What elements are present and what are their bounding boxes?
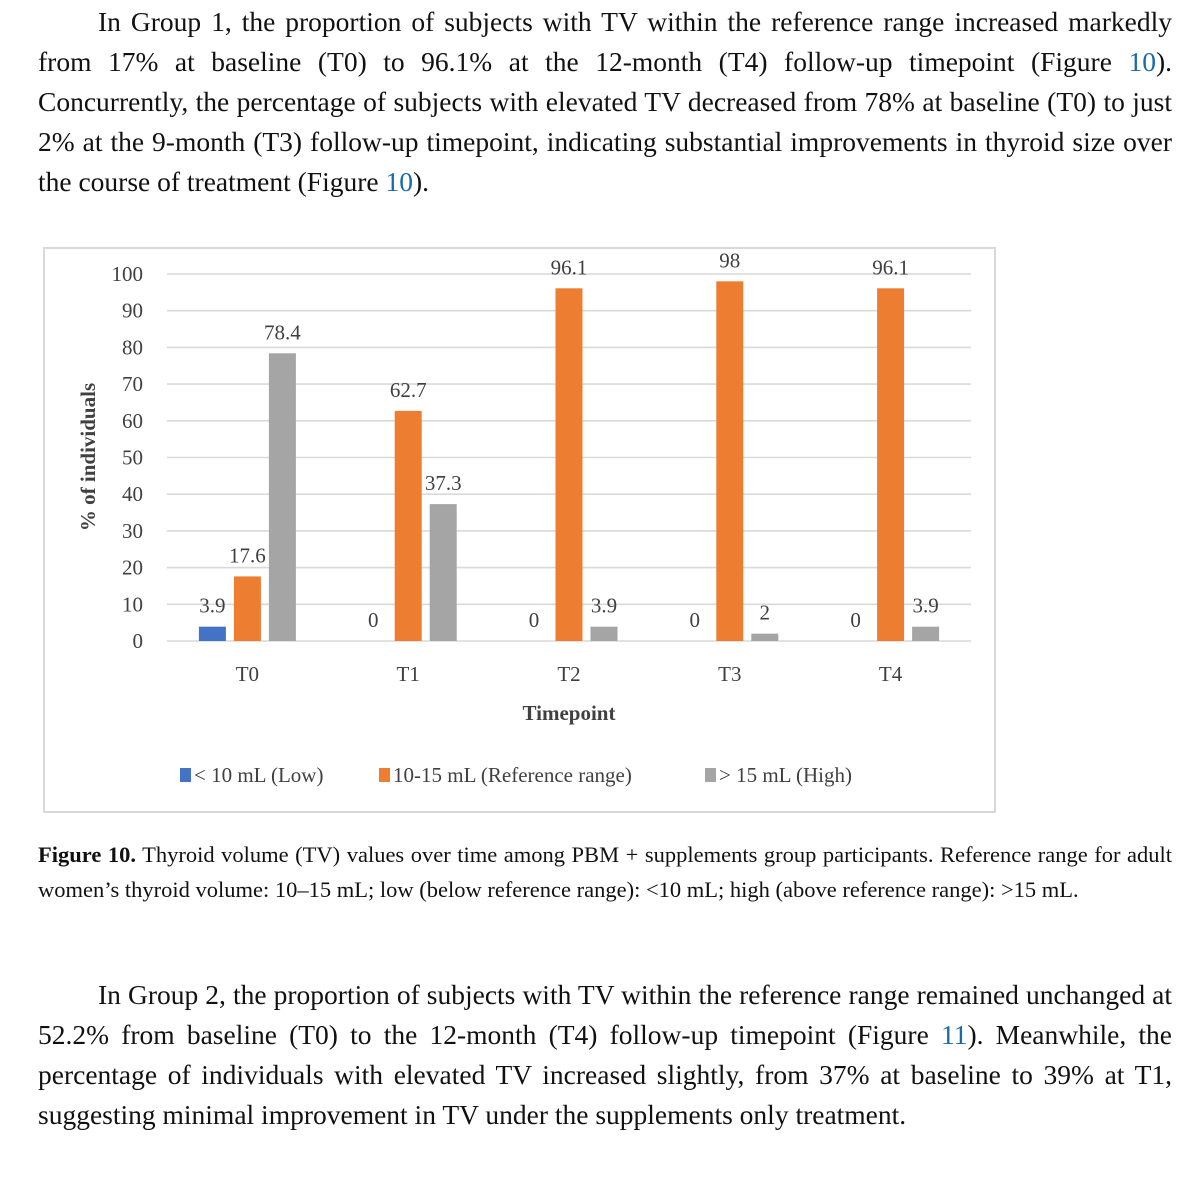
paragraph-text: In Group 2, the proportion of subjects w… [38, 979, 1172, 1050]
y-tick-label: 10 [122, 592, 143, 616]
paragraph-text: ). [412, 166, 429, 197]
chart-frame [43, 247, 996, 813]
bar-reference [394, 410, 422, 641]
figure-link[interactable]: 10 [385, 166, 413, 197]
bar-reference [555, 288, 583, 641]
legend-label: < 10 mL (Low) [194, 763, 323, 787]
paragraph-text: ). Concurrently, the percentage of subje… [38, 46, 1172, 197]
y-tick-label: 20 [122, 556, 143, 580]
paragraph-group-2: In Group 2, the proportion of subjects w… [38, 975, 1172, 1135]
legend-swatch-high [705, 768, 716, 782]
y-tick-label: 70 [122, 372, 143, 396]
bar-high [429, 504, 457, 641]
data-label: 0 [690, 608, 701, 632]
caption-text: Thyroid volume (TV) values over time amo… [38, 842, 1173, 902]
data-label: 98 [719, 248, 740, 272]
y-tick-label: 50 [122, 446, 143, 470]
y-tick-label: 100 [112, 262, 144, 286]
bar-reference [233, 576, 261, 641]
caption-label: Figure 10. [38, 842, 136, 867]
data-label: 96.1 [872, 255, 909, 279]
y-tick-label: 0 [133, 629, 144, 653]
x-tick-label: T4 [879, 662, 903, 686]
x-tick-label: T0 [236, 662, 259, 686]
legend-label: > 15 mL (High) [719, 763, 852, 787]
data-label: 17.6 [229, 543, 266, 567]
y-tick-label: 30 [122, 519, 143, 543]
y-tick-label: 80 [122, 335, 143, 359]
paragraph-text: In Group 1, the proportion of subjects w… [38, 6, 1172, 77]
data-label: 0 [529, 608, 540, 632]
data-label: 78.4 [264, 320, 301, 344]
data-label: 3.9 [912, 594, 938, 618]
bar-high [268, 353, 296, 641]
data-label: 62.7 [390, 378, 427, 402]
bar-high [590, 626, 618, 641]
x-axis-label: Timepoint [523, 701, 616, 725]
y-axis-label: % of individuals [76, 383, 100, 531]
data-label: 0 [368, 608, 379, 632]
bar-reference [716, 281, 744, 641]
y-tick-label: 40 [122, 482, 143, 506]
data-label: 37.3 [425, 471, 462, 495]
paragraph-text: ). Meanwhile, the percentage of individu… [38, 1019, 1172, 1130]
bar-high [912, 626, 940, 641]
x-tick-label: T3 [718, 662, 741, 686]
figure-link[interactable]: 11 [940, 1019, 968, 1050]
data-label: 96.1 [551, 255, 588, 279]
y-tick-label: 90 [122, 299, 143, 323]
data-label: 3.9 [199, 594, 225, 618]
y-tick-label: 60 [122, 409, 143, 433]
data-label: 0 [850, 608, 861, 632]
bar-high [751, 633, 779, 641]
figure-caption: Figure 10. Thyroid volume (TV) values ov… [38, 838, 1172, 907]
data-label: 2 [760, 601, 771, 625]
bar-reference [877, 288, 905, 641]
figure-link[interactable]: 10 [1128, 46, 1156, 77]
x-tick-label: T1 [397, 662, 420, 686]
paragraph-group-1: In Group 1, the proportion of subjects w… [38, 2, 1172, 202]
legend-label: 10-15 mL (Reference range) [393, 763, 632, 787]
x-tick-label: T2 [557, 662, 580, 686]
legend-swatch-low [180, 768, 191, 782]
data-label: 3.9 [591, 594, 617, 618]
bar-low [198, 626, 226, 641]
legend-swatch-reference [379, 768, 390, 782]
